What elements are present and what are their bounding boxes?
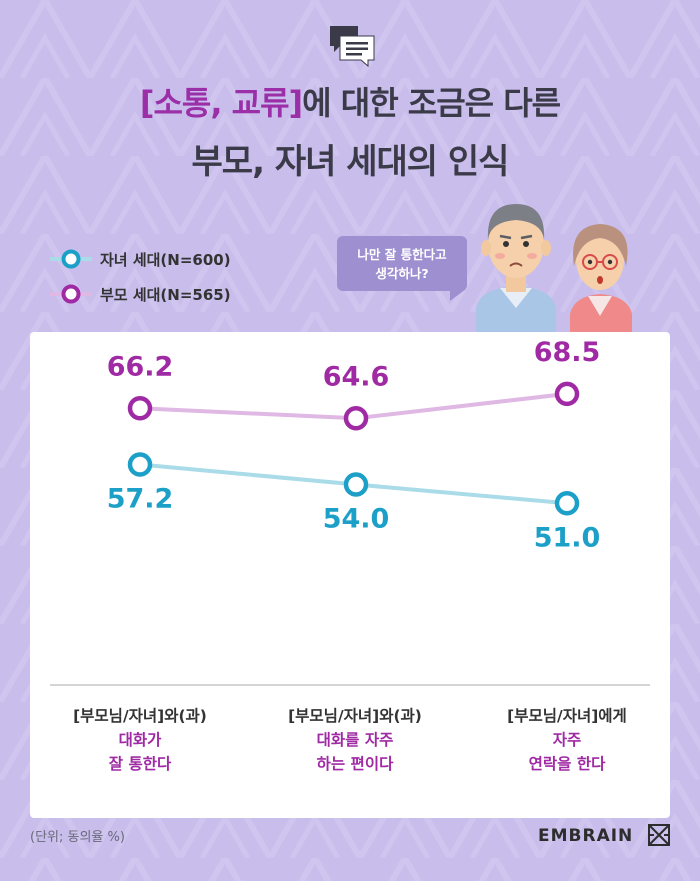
speech-bubble: 나만 잘 통한다고 생각하나?	[337, 236, 467, 291]
elderly-couple-illustration	[476, 204, 632, 336]
data-label-child-3: 51.0	[534, 522, 601, 553]
speech-bubble-tail	[450, 289, 466, 301]
data-label-child-2: 54.0	[323, 504, 390, 535]
category-1-line-2: 대화가	[118, 731, 162, 749]
data-point-parent-2	[343, 406, 369, 431]
legend-item-child: 자녀 세대(N=600)	[50, 247, 290, 271]
brand-logo-text: EMBRAIN	[538, 826, 634, 846]
data-label-parent-2: 64.6	[323, 361, 390, 392]
category-2-line-2: 대화를 자주	[316, 731, 394, 749]
embrain-logo-icon	[648, 824, 670, 846]
data-label-parent-1: 66.2	[107, 351, 174, 382]
data-label-child-1: 57.2	[107, 484, 174, 515]
line-chart: 66.2 64.6 68.5 57.2 54.0 51.0	[107, 337, 601, 553]
legend-marker-parent	[50, 284, 92, 304]
data-point-parent-3	[554, 381, 580, 407]
title-accent: [소통, 교류]	[139, 84, 303, 122]
category-1-line-1: [부모님/자녀]와(과)	[73, 707, 207, 725]
speech-bubble-line-1: 나만 잘 통한다고	[357, 246, 447, 262]
data-point-child-1	[127, 452, 153, 477]
category-1-line-3: 잘 통한다	[108, 755, 172, 773]
page-title-line-1: [소통, 교류]에 대한 조금은 다른	[0, 78, 700, 124]
legend-label-parent: 부모 세대(N=565)	[100, 285, 231, 304]
speech-bubble-line-2: 생각하나?	[375, 265, 429, 281]
data-point-parent-1	[127, 396, 153, 421]
data-point-child-3	[554, 491, 580, 516]
unit-footnote: (단위; 동의율 %)	[30, 830, 125, 845]
legend-item-parent: 부모 세대(N=565)	[50, 282, 290, 306]
category-label-1: [부모님/자녀]와(과) 대화가 잘 통한다	[30, 704, 250, 776]
chart-card: 66.2 64.6 68.5 57.2 54.0 51.0 [부모님/자녀]와(과) 대화…	[30, 332, 670, 818]
category-2-line-1: [부모님/자녀]와(과)	[288, 707, 422, 725]
legend-label-child: 자녀 세대(N=600)	[100, 250, 231, 269]
category-label-3: [부모님/자녀]에게 자주 연락을 한다	[457, 704, 677, 776]
speech-bubbles-icon	[330, 26, 375, 68]
legend-marker-child	[50, 249, 92, 269]
category-2-line-3: 하는 편이다	[316, 755, 394, 773]
chart-divider	[50, 684, 650, 686]
page-title-line-2: 부모, 자녀 세대의 인식	[191, 142, 510, 182]
category-3-line-2: 자주	[552, 731, 582, 749]
data-point-child-2	[343, 472, 369, 497]
category-3-line-1: [부모님/자녀]에게	[507, 707, 627, 725]
category-label-2: [부모님/자녀]와(과) 대화를 자주 하는 편이다	[245, 704, 465, 776]
title-rest: 에 대한 조금은 다른	[302, 84, 561, 122]
data-label-parent-3: 68.5	[534, 337, 601, 368]
category-3-line-3: 연락을 한다	[528, 755, 606, 773]
